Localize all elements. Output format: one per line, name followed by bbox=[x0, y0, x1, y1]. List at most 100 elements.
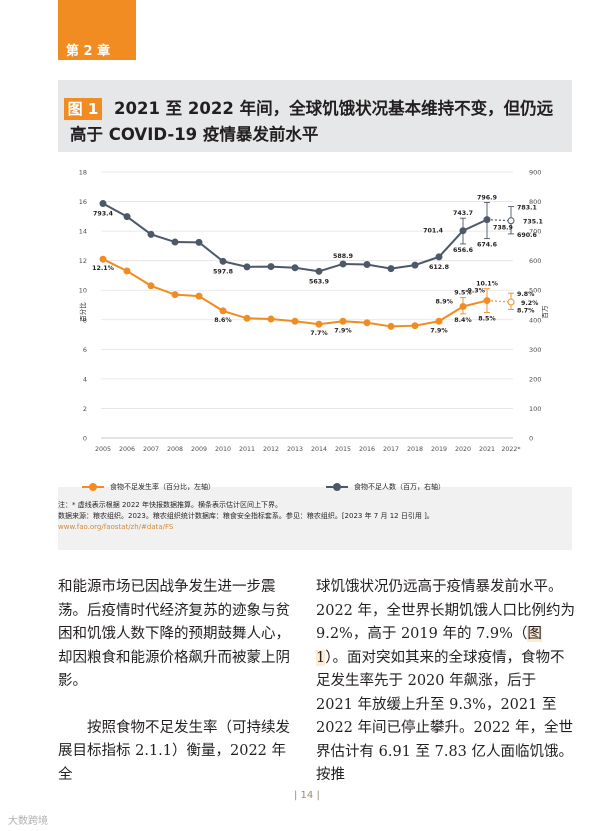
x-tick-label: 2011 bbox=[239, 446, 255, 453]
range-low-label: 8.7% bbox=[517, 307, 535, 314]
data-point-left bbox=[243, 314, 251, 322]
y-right-tick-label: 800 bbox=[529, 198, 541, 206]
paragraph-right-b: ）。面对突如其来的全球疫情，食物不足发生率先于 2020 年飙涨，后于 2021… bbox=[316, 649, 574, 784]
data-point-left bbox=[267, 315, 275, 323]
x-tick-label: 2017 bbox=[383, 446, 399, 453]
y-right-tick-label: 300 bbox=[529, 346, 541, 354]
data-point-right bbox=[411, 261, 419, 269]
range-low-label: 674.6 bbox=[477, 242, 498, 249]
y-right-tick-label: 400 bbox=[529, 316, 541, 324]
y-left-tick-label: 16 bbox=[79, 198, 87, 206]
data-point-right bbox=[387, 265, 395, 273]
data-point-left bbox=[315, 320, 323, 328]
body-column-right: 球饥饿状况仍远高于疫情暴发前水平。2022 年，全世界长期饥饿人口比例约为 9.… bbox=[316, 576, 576, 788]
y-left-tick-label: 14 bbox=[79, 228, 87, 236]
y-right-tick-label: 0 bbox=[529, 435, 533, 443]
y-left-tick-label: 18 bbox=[79, 169, 87, 177]
figure-title: 2021 至 2022 年间，全球饥饿状况基本维持不变，但仍远高于 COVID-… bbox=[70, 96, 566, 148]
chapter-label: 第 2 章 bbox=[66, 44, 111, 59]
line-chart: 0 2 4 6 8 10 12 14 16 18 0 100 200 300 400 500 600 700 800… bbox=[78, 169, 549, 454]
data-label-right: 597.8 bbox=[213, 268, 233, 275]
x-tick-label: 2007 bbox=[143, 446, 159, 453]
y-left-tick-label: 12 bbox=[79, 257, 87, 265]
data-point-left bbox=[99, 255, 107, 263]
x-tick-label: 2006 bbox=[119, 446, 135, 453]
data-point-left bbox=[435, 317, 443, 325]
paragraph-left-2: 按照食物不足发生率（可持续发展目标指标 2.1.1）衡量，2022 年全 bbox=[58, 719, 290, 783]
y-right-tick-label: 600 bbox=[529, 257, 541, 265]
range-high-label: 10.1% bbox=[476, 281, 499, 288]
paragraph-left-1: 和能源市场已因战争发生进一步震荡。后疫情时代经济复苏的迹象与贫困和饥饿人数下降的… bbox=[58, 579, 290, 689]
data-point-right bbox=[507, 217, 515, 225]
data-point-left bbox=[363, 319, 371, 327]
x-tick-label: 2008 bbox=[167, 446, 183, 453]
range-low-label: 656.6 bbox=[453, 247, 474, 254]
chapter-tab bbox=[58, 0, 136, 60]
data-point-left bbox=[171, 291, 179, 299]
legend-swatch-pou bbox=[82, 483, 104, 491]
data-label-left: 8.9% bbox=[436, 298, 454, 305]
data-point-right bbox=[435, 253, 443, 261]
data-point-right bbox=[99, 200, 107, 208]
y-left-tick-label: 6 bbox=[83, 346, 87, 354]
data-label-left: 8.6% bbox=[214, 317, 232, 324]
y-left-tick-label: 8 bbox=[83, 316, 87, 324]
data-point-right bbox=[123, 213, 131, 221]
x-tick-label: 2020 bbox=[455, 446, 471, 453]
range-high-label: 9.5% bbox=[454, 290, 472, 297]
legend: 食物不足发生率（百分比，左轴） 食物不足人数（百万，右轴） bbox=[58, 480, 572, 500]
legend-label-nou: 食物不足人数（百万，右轴） bbox=[354, 483, 445, 491]
data-point-right bbox=[315, 267, 323, 275]
x-tick-label: 2012 bbox=[263, 446, 279, 453]
data-label-left: 9.2% bbox=[521, 300, 539, 307]
data-label-right: 735.1 bbox=[523, 219, 543, 226]
x-tick-label: 2022* bbox=[501, 446, 520, 453]
y-left-tick-label: 10 bbox=[79, 287, 87, 295]
data-point-left bbox=[387, 322, 395, 330]
data-point-left bbox=[411, 322, 419, 330]
paragraph-right-a: 球饥饿状况仍远高于疫情暴发前水平。2022 年，全世界长期饥饿人口比例约为 9.… bbox=[316, 579, 576, 642]
data-point-right bbox=[195, 238, 203, 246]
data-label-right: 793.4 bbox=[93, 211, 114, 218]
figure-title-text: 2021 至 2022 年间，全球饥饿状况基本维持不变，但仍远高于 COVID-… bbox=[70, 99, 554, 144]
y-left-axis-label: 百分比 bbox=[78, 302, 87, 322]
body-column-left: 和能源市场已因战争发生进一步震荡。后疫情时代经济复苏的迹象与贫困和饥饿人数下降的… bbox=[58, 576, 294, 787]
page-number: | 14 | bbox=[294, 790, 320, 801]
data-label-left: 9.3% bbox=[468, 288, 486, 295]
range-high-label: 743.7 bbox=[453, 210, 473, 217]
y-left-tick-label: 2 bbox=[83, 405, 87, 413]
range-low-label: 8.4% bbox=[454, 317, 472, 324]
data-point-right bbox=[363, 261, 371, 269]
data-point-left bbox=[507, 298, 515, 306]
series-projection-left bbox=[486, 299, 512, 303]
data-point-right bbox=[243, 263, 251, 271]
data-point-left bbox=[147, 282, 155, 290]
x-tick-label: 2021 bbox=[479, 446, 495, 453]
data-label-right: 563.9 bbox=[309, 278, 329, 285]
legend-label-pou: 食物不足发生率（百分比，左轴） bbox=[110, 483, 215, 491]
figure-header: 图 1 2021 至 2022 年间，全球饥饿状况基本维持不变，但仍远高于 CO… bbox=[58, 80, 572, 152]
x-tick-label: 2005 bbox=[95, 446, 111, 453]
x-tick-label: 2009 bbox=[191, 446, 207, 453]
x-tick-label: 2015 bbox=[335, 446, 351, 453]
figure-box: 图 1 2021 至 2022 年间，全球饥饿状况基本维持不变，但仍远高于 CO… bbox=[58, 80, 572, 550]
series-projection-right bbox=[486, 219, 512, 222]
range-low-label: 8.5% bbox=[478, 315, 496, 322]
series-line-right bbox=[102, 202, 488, 273]
x-tick-label: 2018 bbox=[407, 446, 423, 453]
source-url-link[interactable]: www.fao.org/faostat/zh/#data/FS bbox=[58, 523, 174, 531]
source-text: 数据来源：粮农组织。2023。粮农组织统计数据库：粮食安全指标套系。参见：粮农组… bbox=[58, 512, 434, 520]
data-point-right bbox=[483, 216, 491, 224]
x-tick-label: 2010 bbox=[215, 446, 231, 453]
data-label-left: 12.1% bbox=[92, 265, 115, 272]
data-point-left bbox=[195, 292, 203, 300]
data-point-left bbox=[123, 267, 131, 275]
data-point-left bbox=[459, 302, 467, 310]
legend-item-pou: 食物不足发生率（百分比，左轴） bbox=[82, 480, 215, 494]
data-label-right: 738.9 bbox=[493, 225, 513, 232]
data-label-right: 612.8 bbox=[429, 264, 449, 271]
data-point-right bbox=[171, 238, 179, 246]
x-tick-label: 2016 bbox=[359, 446, 375, 453]
note-text: 注：* 虚线表示根据 2022 年快报数据推算。横条表示估计区间上下界。 bbox=[58, 501, 282, 509]
range-high-label: 783.1 bbox=[517, 205, 537, 212]
